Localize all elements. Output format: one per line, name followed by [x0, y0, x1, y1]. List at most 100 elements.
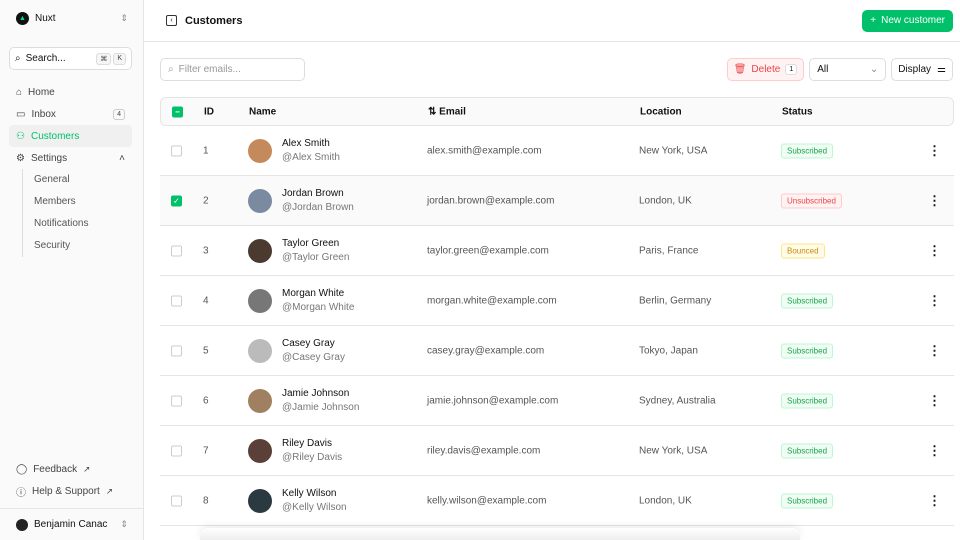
select-all-checkbox[interactable]: − — [172, 106, 183, 117]
kbd-meta: ⌘ — [96, 52, 112, 65]
feedback-link[interactable]: ◯ Feedback ↗ — [9, 458, 132, 480]
row-checkbox[interactable] — [171, 495, 182, 506]
more-vertical-icon[interactable]: ⋮ — [928, 342, 941, 358]
table-row[interactable]: 3 Taylor Green @Taylor Green taylor.green… — [160, 226, 954, 276]
table-row[interactable]: 4 Morgan White @Morgan White morgan.white… — [160, 276, 954, 326]
table-row[interactable]: 8 Kelly Wilson @Kelly Wilson kelly.wilson… — [160, 476, 954, 526]
team-switcher[interactable]: ▲ Nuxt ⇕ — [16, 12, 128, 25]
more-vertical-icon[interactable]: ⋮ — [928, 242, 941, 258]
customer-name: Kelly Wilson — [282, 487, 337, 499]
row-checkbox[interactable] — [171, 345, 182, 356]
inbox-count-badge: 4 — [113, 108, 125, 120]
chevron-up-down-icon: ⇕ — [120, 519, 128, 529]
customer-handle: @Alex Smith — [282, 151, 340, 163]
filter-placeholder: Filter emails... — [178, 64, 241, 75]
user-menu[interactable]: Benjamin Canac ⇕ — [0, 508, 144, 540]
customer-id: 1 — [203, 145, 209, 156]
customer-name-cell: Morgan White @Morgan White — [282, 287, 354, 315]
row-checkbox[interactable] — [171, 395, 182, 406]
table-row[interactable]: 6 Jamie Johnson @Jamie Johnson jamie.john… — [160, 376, 954, 426]
sidebar-item-settings[interactable]: ⚙ Settings ˄ — [9, 147, 132, 169]
display-label: Display — [898, 64, 932, 75]
sidebar-item-notifications[interactable]: Notifications — [34, 218, 89, 229]
customer-id: 3 — [203, 245, 209, 256]
row-checkbox[interactable] — [171, 245, 182, 256]
sidebar: ▲ Nuxt ⇕ ⌕ Search... ⌘ K ⌂ Home ▭ Inbox 4 ⚇… — [0, 0, 144, 540]
page-header: ‹ Customers + New customer — [144, 0, 960, 42]
customer-handle: @Taylor Green — [282, 251, 350, 263]
avatar — [248, 488, 272, 513]
status-filter-select[interactable]: All ⌄ — [809, 58, 887, 81]
avatar — [248, 438, 272, 463]
customer-handle: @Riley Davis — [282, 451, 343, 463]
customer-handle: @Jordan Brown — [282, 201, 354, 213]
info-icon: ⓘ — [16, 487, 26, 499]
column-email-label: Email — [439, 106, 466, 117]
column-email[interactable]: ⇅ Email — [428, 106, 466, 117]
sidebar-collapse-icon[interactable]: ‹ — [166, 15, 177, 26]
sidebar-item-label: Home — [28, 86, 55, 98]
more-vertical-icon[interactable]: ⋮ — [928, 442, 941, 458]
sidebar-item-label: Inbox — [31, 108, 56, 120]
customer-location: Sydney, Australia — [639, 395, 716, 406]
external-link-icon: ↗ — [105, 486, 113, 496]
display-button[interactable]: Display ⚌ — [891, 58, 953, 81]
status-badge: Bounced — [781, 243, 825, 258]
customer-handle: @Morgan White — [282, 301, 355, 313]
avatar — [248, 238, 272, 263]
new-customer-button[interactable]: + New customer — [862, 9, 953, 32]
row-checkbox[interactable] — [171, 295, 182, 306]
customer-name: Morgan White — [282, 287, 345, 299]
sidebar-item-customers[interactable]: ⚇ Customers — [9, 125, 132, 147]
sliders-icon: ⚌ — [937, 64, 946, 75]
new-customer-label: New customer — [881, 15, 945, 26]
delete-button[interactable]: 🗑 Delete 1 — [726, 58, 805, 81]
more-vertical-icon[interactable]: ⋮ — [928, 492, 941, 508]
more-vertical-icon[interactable]: ⋮ — [928, 142, 941, 158]
sidebar-nav: ⌂ Home ▭ Inbox 4 ⚇ Customers ⚙ Settings ˄ Gene… — [9, 81, 132, 257]
sidebar-item-members[interactable]: Members — [34, 196, 76, 207]
customer-location: Paris, France — [639, 245, 699, 256]
customer-email: morgan.white@example.com — [427, 295, 557, 306]
sidebar-item-inbox[interactable]: ▭ Inbox 4 — [9, 103, 132, 125]
table-row[interactable]: 5 Casey Gray @Casey Gray casey.gray@examp… — [160, 326, 954, 376]
customer-email: kelly.wilson@example.com — [427, 495, 547, 506]
more-vertical-icon[interactable]: ⋮ — [928, 292, 941, 308]
customer-handle: @Kelly Wilson — [282, 501, 347, 513]
sidebar-item-general[interactable]: General — [34, 174, 70, 185]
chat-icon: ◯ — [16, 463, 28, 475]
customer-handle: @Casey Gray — [282, 351, 345, 363]
search-icon: ⌕ — [15, 53, 21, 64]
avatar — [248, 138, 272, 163]
status-badge: Unsubscribed — [781, 193, 842, 208]
customer-name: Taylor Green — [282, 237, 340, 249]
customer-email: riley.davis@example.com — [427, 445, 541, 456]
row-checkbox[interactable] — [171, 445, 182, 456]
row-checkbox[interactable] — [171, 145, 182, 156]
customer-name: Casey Gray — [282, 337, 335, 349]
gear-icon: ⚙ — [16, 152, 25, 164]
more-vertical-icon[interactable]: ⋮ — [928, 392, 941, 408]
settings-submenu: General Members Notifications Security — [22, 169, 132, 257]
feedback-label: Feedback — [33, 463, 78, 475]
help-support-link[interactable]: ⓘ Help & Support ↗ — [9, 480, 132, 502]
filter-emails-input[interactable]: ⌕ Filter emails... — [160, 58, 305, 81]
avatar — [248, 338, 272, 363]
table-header: − ID Name ⇅ Email Location Status — [160, 97, 954, 126]
table-row[interactable]: 1 Alex Smith @Alex Smith alex.smith@examp… — [160, 126, 954, 176]
column-location: Location — [640, 106, 682, 117]
sidebar-item-security[interactable]: Security — [34, 240, 71, 251]
customer-location: New York, USA — [639, 145, 708, 156]
table-row[interactable]: 7 Riley Davis @Riley Davis riley.davis@ex… — [160, 426, 954, 476]
delete-count: 1 — [785, 64, 798, 75]
status-badge: Subscribed — [781, 443, 834, 458]
customer-id: 4 — [203, 295, 209, 306]
inbox-icon: ▭ — [16, 108, 26, 120]
more-vertical-icon[interactable]: ⋮ — [928, 192, 941, 208]
customer-id: 8 — [203, 495, 209, 506]
search-button[interactable]: ⌕ Search... ⌘ K — [9, 47, 132, 70]
sidebar-item-home[interactable]: ⌂ Home — [9, 81, 132, 103]
row-checkbox[interactable]: ✓ — [171, 195, 182, 206]
customer-name-cell: Alex Smith @Alex Smith — [282, 137, 340, 165]
table-row[interactable]: ✓ 2 Jordan Brown @Jordan Brown jordan.bro… — [160, 176, 954, 226]
